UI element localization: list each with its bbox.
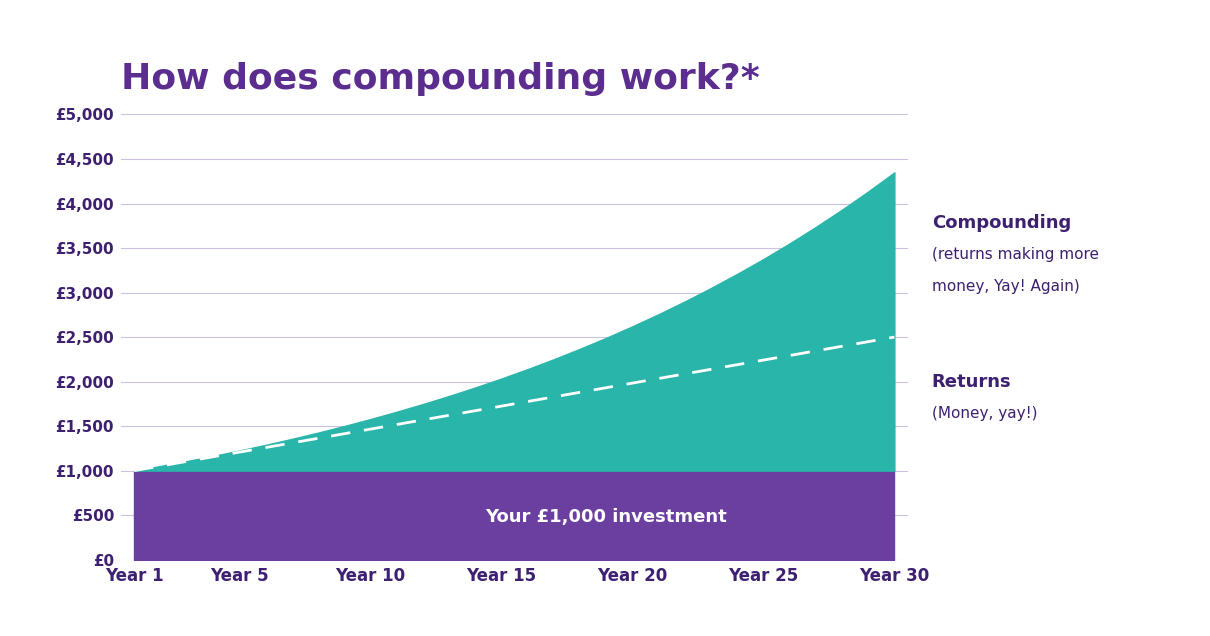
Text: (returns making more: (returns making more xyxy=(932,247,1099,262)
Text: Returns: Returns xyxy=(932,373,1012,391)
Text: (Money, yay!): (Money, yay!) xyxy=(932,406,1037,421)
Text: Your £1,000 investment: Your £1,000 investment xyxy=(485,508,727,526)
Text: money, Yay! Again): money, Yay! Again) xyxy=(932,279,1079,294)
Text: How does compounding work?*: How does compounding work?* xyxy=(121,62,760,97)
Text: Compounding: Compounding xyxy=(932,214,1071,232)
